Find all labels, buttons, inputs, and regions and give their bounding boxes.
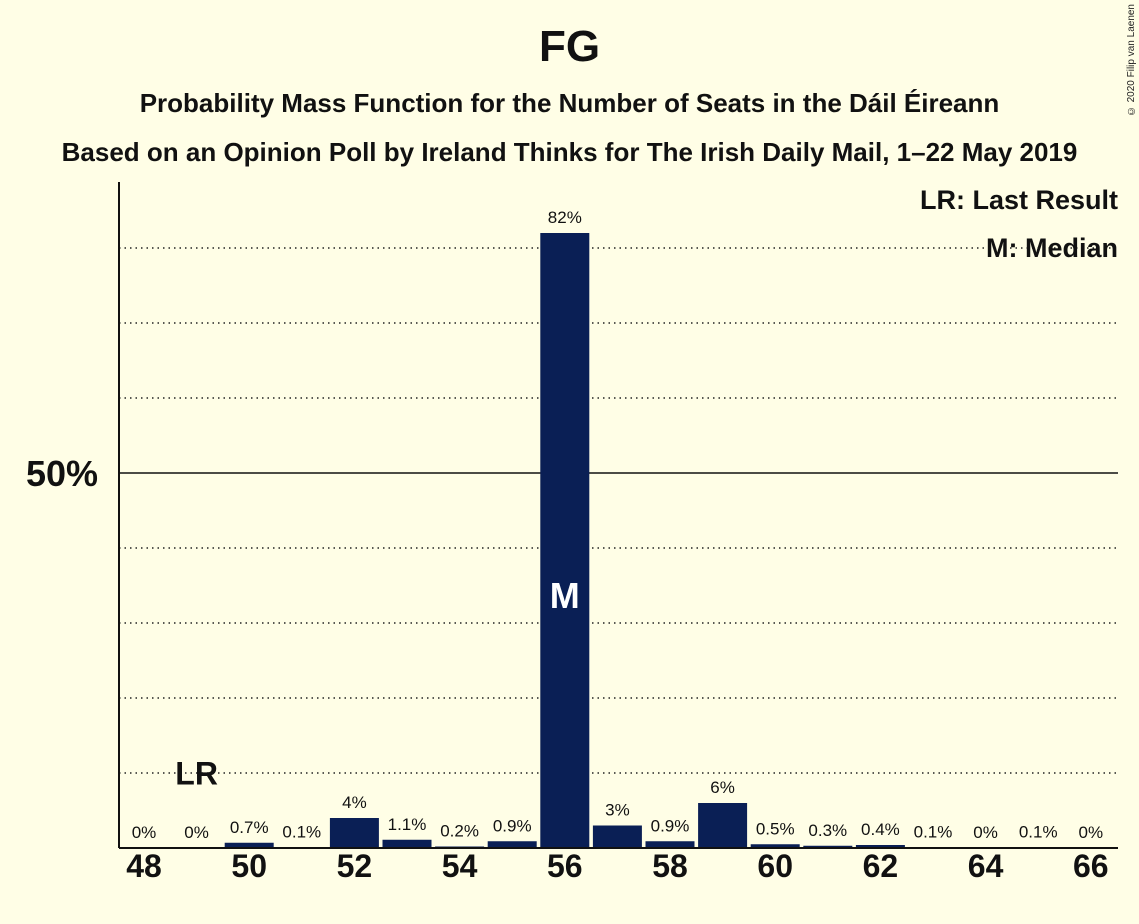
value-label-66: 0% xyxy=(1079,823,1104,842)
value-label-52: 4% xyxy=(342,793,367,812)
bar-53 xyxy=(382,839,432,848)
value-label-49: 0% xyxy=(184,823,209,842)
y-tick-label-50: 50% xyxy=(26,453,98,494)
x-tick-label-52: 52 xyxy=(337,848,373,884)
value-label-61: 0.3% xyxy=(808,821,847,840)
value-label-65: 0.1% xyxy=(1019,822,1058,841)
x-tick-label-62: 62 xyxy=(863,848,899,884)
bar-60 xyxy=(750,844,800,848)
bar-50 xyxy=(224,842,274,848)
chart-subtitle-1: Probability Mass Function for the Number… xyxy=(139,88,1000,118)
bar-58 xyxy=(645,841,695,848)
x-tick-label-50: 50 xyxy=(231,848,267,884)
legend-median: M: Median xyxy=(986,233,1118,263)
x-tick-label-64: 64 xyxy=(968,848,1004,884)
value-label-50: 0.7% xyxy=(230,818,269,837)
value-label-53: 1.1% xyxy=(388,815,427,834)
value-label-56: 82% xyxy=(548,208,582,227)
value-label-62: 0.4% xyxy=(861,820,900,839)
value-label-58: 0.9% xyxy=(651,816,690,835)
chart-title: FG xyxy=(538,22,601,71)
median-marker: M xyxy=(550,575,580,616)
x-tick-label-66: 66 xyxy=(1073,848,1109,884)
x-tick-label-58: 58 xyxy=(652,848,688,884)
x-tick-label-56: 56 xyxy=(547,848,583,884)
value-label-48: 0% xyxy=(132,823,157,842)
bar-62 xyxy=(855,845,905,848)
chart-subtitle-2: Based on an Opinion Poll by Ireland Thin… xyxy=(61,137,1078,167)
value-label-55: 0.9% xyxy=(493,816,532,835)
value-label-60: 0.5% xyxy=(756,819,795,838)
x-tick-label-48: 48 xyxy=(126,848,162,884)
value-label-57: 3% xyxy=(605,801,630,820)
value-label-54: 0.2% xyxy=(440,822,479,841)
x-tick-label-54: 54 xyxy=(442,848,478,884)
last-result-marker: LR xyxy=(175,755,218,791)
x-tick-label-60: 60 xyxy=(757,848,793,884)
bar-61 xyxy=(803,845,853,848)
bar-52 xyxy=(329,818,379,848)
bar-57 xyxy=(592,825,642,848)
legend-last-result: LR: Last Result xyxy=(920,185,1118,215)
bar-56 xyxy=(540,233,590,848)
bar-55 xyxy=(487,841,537,848)
value-label-59: 6% xyxy=(710,778,735,797)
value-label-51: 0.1% xyxy=(282,822,321,841)
value-label-63: 0.1% xyxy=(914,822,953,841)
bar-59 xyxy=(698,803,748,848)
value-label-64: 0% xyxy=(973,823,998,842)
